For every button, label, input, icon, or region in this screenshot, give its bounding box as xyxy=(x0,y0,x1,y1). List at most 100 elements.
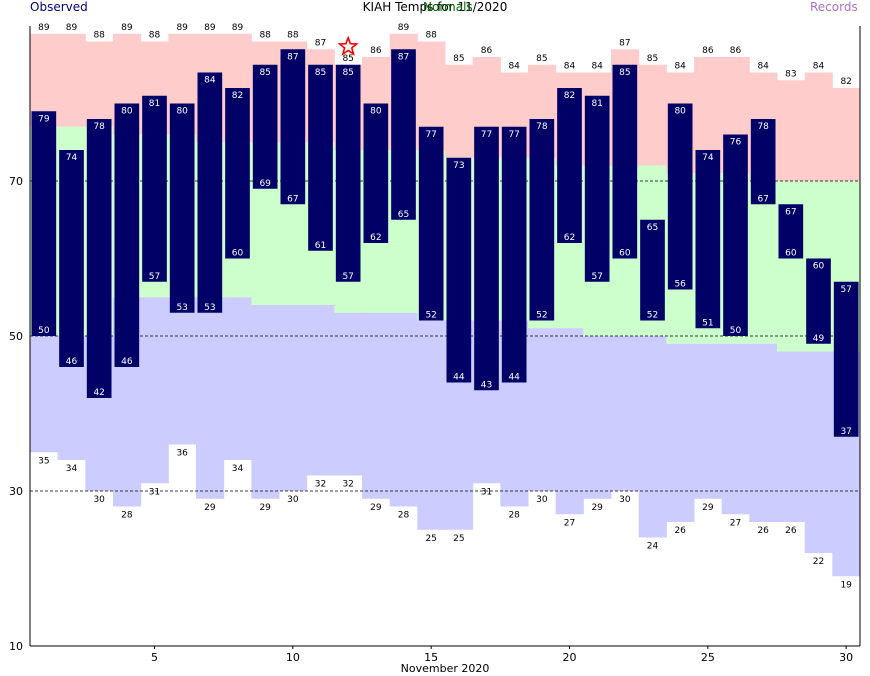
record-high-band xyxy=(57,33,86,127)
record-high-label: 85 xyxy=(536,54,547,64)
legend-records: Records xyxy=(810,0,858,14)
normal-band xyxy=(749,181,778,344)
observed-low-label: 69 xyxy=(259,179,271,189)
observed-bar xyxy=(197,72,223,313)
observed-high-label: 74 xyxy=(66,153,78,163)
observed-low-label: 57 xyxy=(591,272,602,282)
record-high-label: 88 xyxy=(287,31,299,41)
record-low-band xyxy=(389,312,418,507)
y-tick-label: 50 xyxy=(9,330,23,343)
observed-bar xyxy=(529,119,555,321)
record-low-band xyxy=(611,336,640,491)
record-low-band xyxy=(583,336,612,499)
record-low-label: 19 xyxy=(840,580,852,590)
record-high-label: 84 xyxy=(813,62,825,72)
observed-bar xyxy=(169,103,195,313)
record-high-band xyxy=(445,64,474,158)
x-tick-label: 25 xyxy=(701,651,715,664)
observed-high-label: 81 xyxy=(591,99,602,109)
observed-bar xyxy=(308,64,333,251)
observed-high-label: 74 xyxy=(702,153,714,163)
record-low-label: 36 xyxy=(176,449,188,459)
observed-low-label: 46 xyxy=(66,357,78,367)
y-tick-label: 70 xyxy=(9,175,23,188)
x-tick-label: 10 xyxy=(286,651,300,664)
observed-bar xyxy=(114,103,140,367)
record-low-band xyxy=(140,297,169,484)
observed-high-label: 67 xyxy=(785,207,796,217)
observed-low-label: 61 xyxy=(315,241,326,251)
record-low-label: 29 xyxy=(259,503,271,513)
record-low-label: 35 xyxy=(38,456,49,466)
observed-bar xyxy=(335,64,361,282)
observed-low-label: 50 xyxy=(730,326,742,336)
x-tick-label: 20 xyxy=(563,651,577,664)
record-high-band xyxy=(832,88,861,181)
observed-low-label: 52 xyxy=(647,311,658,321)
record-high-label: 89 xyxy=(66,23,78,33)
observed-low-label: 57 xyxy=(342,272,353,282)
record-high-label: 86 xyxy=(730,46,742,56)
legend-observed: Observed xyxy=(30,0,88,14)
observed-high-label: 85 xyxy=(259,68,270,78)
record-low-band xyxy=(777,351,806,522)
observed-bar xyxy=(252,64,278,189)
record-low-band xyxy=(749,343,778,522)
observed-high-label: 87 xyxy=(398,52,409,62)
observed-high-label: 82 xyxy=(564,91,575,101)
grid-layer xyxy=(30,180,860,492)
observed-high-label: 82 xyxy=(232,91,243,101)
record-low-band xyxy=(196,297,225,499)
record-low-label: 26 xyxy=(785,526,797,536)
record-star-icon xyxy=(337,35,359,56)
y-tick-label: 10 xyxy=(9,640,23,653)
observed-bar xyxy=(59,150,84,367)
observed-bar xyxy=(225,88,250,259)
record-high-label: 86 xyxy=(702,46,714,56)
observed-low-label: 67 xyxy=(287,194,298,204)
observed-low-label: 62 xyxy=(370,233,381,243)
record-low-band xyxy=(168,297,197,445)
record-low-label: 29 xyxy=(204,503,216,513)
record-low-label: 32 xyxy=(342,480,353,490)
observed-low-label: 53 xyxy=(204,303,215,313)
observed-low-label: 67 xyxy=(757,194,768,204)
observed-bar xyxy=(280,49,306,205)
observed-high-label: 85 xyxy=(315,68,326,78)
observed-bar xyxy=(418,126,444,321)
observed-high-label: 80 xyxy=(121,107,133,117)
record-high-band xyxy=(777,80,806,181)
observed-low-label: 44 xyxy=(508,373,520,383)
observed-high-label: 60 xyxy=(813,262,825,272)
record-low-band xyxy=(417,320,446,530)
record-high-label: 85 xyxy=(647,54,658,64)
observed-bar xyxy=(391,49,416,220)
record-low-label: 31 xyxy=(149,487,160,497)
observed-high-label: 78 xyxy=(93,122,105,132)
observed-low-label: 49 xyxy=(813,334,825,344)
record-high-label: 86 xyxy=(370,46,382,56)
observed-high-label: 77 xyxy=(508,130,519,140)
observed-low-label: 60 xyxy=(619,249,631,259)
observed-low-label: 65 xyxy=(398,210,409,220)
observed-low-label: 37 xyxy=(840,427,851,437)
record-low-label: 25 xyxy=(425,534,436,544)
observed-high-label: 73 xyxy=(453,161,464,171)
observed-high-label: 84 xyxy=(204,76,216,86)
record-high-label: 87 xyxy=(315,38,326,48)
observed-bar xyxy=(640,219,665,321)
observed-high-label: 85 xyxy=(342,68,353,78)
axes-layer: 10 30 50 70 5 10 15 20 25 30 xyxy=(9,26,861,664)
observed-high-label: 87 xyxy=(287,52,298,62)
record-high-label: 83 xyxy=(785,69,796,79)
record-high-band xyxy=(804,72,833,181)
observed-bar xyxy=(363,103,389,243)
observed-low-label: 53 xyxy=(176,303,187,313)
record-high-label: 89 xyxy=(232,23,244,33)
observed-bar xyxy=(142,95,167,282)
record-high-label: 84 xyxy=(674,62,686,72)
x-tick-label: 5 xyxy=(151,651,158,664)
observed-high-label: 65 xyxy=(647,223,658,233)
record-low-band xyxy=(334,312,363,476)
legend-normals: Normals xyxy=(423,0,473,14)
